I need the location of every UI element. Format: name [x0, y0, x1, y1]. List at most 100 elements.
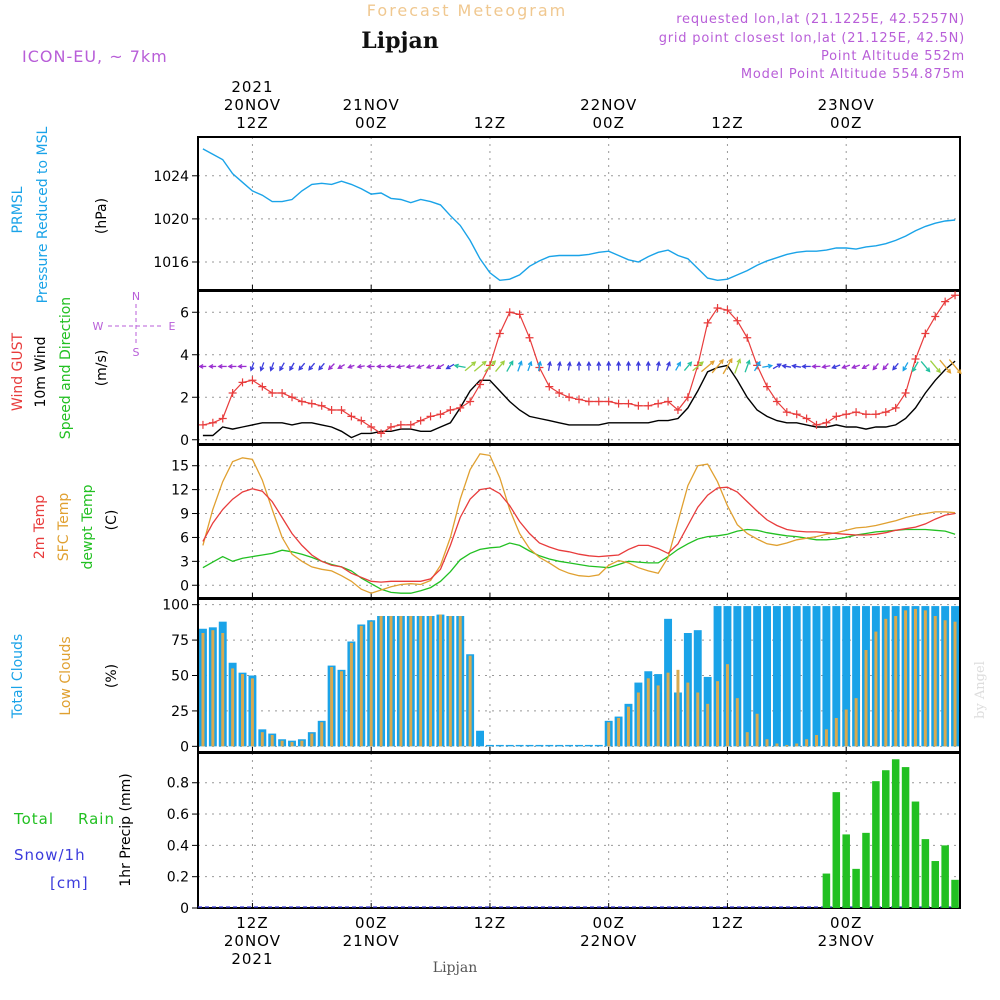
total-cloud-bar	[584, 744, 593, 747]
gust-marker	[268, 389, 277, 397]
wind-arrow-head	[327, 365, 333, 371]
wind-arrow-head	[872, 365, 878, 371]
wind-arrow-shaft	[920, 361, 931, 372]
total-cloud-bar	[842, 606, 851, 747]
rain-bar	[891, 759, 900, 908]
y-tick-label: 4	[180, 348, 189, 364]
low-cloud-bar	[340, 671, 343, 747]
compass-west: W	[93, 320, 104, 333]
gust-marker	[505, 308, 514, 317]
wind-arrow-head	[318, 365, 324, 371]
wind-speed-line	[202, 360, 956, 439]
wind-arrow-shaft	[464, 361, 476, 372]
time-label-top: 00Z	[593, 114, 625, 132]
total-cloud-bar	[733, 606, 742, 747]
low-cloud-bar	[815, 735, 818, 747]
y-tick-label: 0.6	[167, 807, 189, 823]
wind-arrow-head	[882, 365, 888, 371]
rain-bar	[951, 879, 959, 908]
low-cloud-bar	[805, 739, 809, 747]
wind-arrow-head	[415, 364, 422, 369]
gust-marker	[713, 304, 722, 312]
precip-panel: 0 0.2 0.4 0.6 0.8	[167, 752, 961, 917]
low-cloud-bar	[785, 744, 789, 747]
low-cloud-bar	[607, 722, 611, 747]
wind-arrow-head	[356, 364, 362, 369]
time-label-bottom: 00Z	[593, 914, 625, 932]
rain-label: Rain	[78, 810, 115, 828]
gust-marker	[416, 416, 425, 425]
wind-arrow-head	[925, 367, 931, 373]
wind-arrow-shaft	[912, 361, 919, 372]
low-cloud-bar	[933, 616, 937, 747]
sfc-temp-line	[202, 453, 956, 594]
time-label-top: 12Z	[711, 114, 743, 132]
time-label-bottom: 12Z	[711, 914, 743, 932]
gust-marker	[861, 410, 870, 419]
wind-arrow-head	[337, 364, 343, 369]
wind-arrow-head	[586, 360, 592, 367]
time-label-bottom: 12Z	[474, 914, 506, 932]
wind-arrow-head	[698, 361, 704, 367]
requested-coords: requested lon,lat (21.1225E, 42.5257N)	[676, 12, 965, 27]
wind-arrow-shaft	[298, 362, 306, 371]
panel-frame	[197, 752, 961, 909]
low-cloud-bar	[923, 610, 927, 747]
wind-arrow-head	[755, 360, 761, 366]
wind-arrow-head	[385, 363, 392, 369]
footer-location: Lipjan	[433, 960, 477, 976]
y-tick-label: 1024	[153, 169, 189, 185]
wind-arrow-head	[635, 360, 641, 366]
wind-arrow-head	[376, 363, 382, 369]
total-label: Total	[13, 810, 54, 828]
wind-arrow-shaft	[506, 361, 514, 372]
gust-marker	[406, 420, 415, 429]
total-cloud-label: Total Clouds	[10, 634, 26, 719]
low-cloud-bar	[666, 672, 670, 747]
low-cloud-bar	[231, 668, 235, 747]
wind10m-label: 10m Wind	[33, 336, 49, 407]
wind-arrow-head	[517, 360, 523, 366]
gust-marker	[733, 316, 742, 325]
wind-arrow-shaft	[939, 359, 951, 374]
wind-arrow-head	[537, 360, 543, 366]
cloud-side-labels: Total Clouds Low Clouds (%)	[10, 634, 120, 719]
time-label-top: 12Z	[474, 114, 506, 132]
dewpt-label: dewpt Temp	[80, 484, 96, 569]
wind-arrow-head	[508, 360, 514, 366]
low-cloud-bar	[913, 608, 917, 747]
y-tick-label: 9	[180, 507, 189, 523]
wind-arrow-shaft	[744, 360, 750, 373]
wind-arrow-shaft	[948, 359, 962, 374]
low-cloud-bar	[458, 616, 462, 747]
low-cloud-bar	[894, 616, 898, 747]
pressure-line	[202, 148, 956, 282]
wind-arrow-shaft	[279, 362, 285, 371]
gust-marker	[614, 399, 623, 408]
wind-arrow-shaft	[567, 362, 571, 371]
gust-marker	[396, 420, 405, 429]
gust-marker	[476, 380, 485, 389]
total-cloud-bar	[693, 630, 702, 747]
wind-arrow-head	[811, 363, 817, 369]
time-label-top: 12Z	[236, 114, 268, 132]
low-cloud-bar	[854, 698, 858, 747]
gust-marker	[386, 423, 395, 431]
gust-marker	[812, 420, 821, 429]
wind-unit: (m/s)	[94, 350, 110, 387]
wind-arrow-head	[198, 363, 204, 369]
total-cloud-bar	[832, 606, 841, 747]
low-cloud-bar	[448, 616, 452, 747]
low-cloud-bar	[765, 739, 769, 747]
gust-marker	[852, 408, 861, 417]
time-label-top: 21NOV	[343, 96, 400, 114]
compass-east: E	[169, 320, 176, 333]
low-cloud-bar	[349, 642, 353, 747]
gust-marker	[664, 397, 673, 406]
low-cloud-bar	[221, 633, 225, 747]
wind-arrow-head	[308, 365, 314, 371]
y-tick-label: 0.8	[167, 776, 189, 792]
wind-arrow-shaft	[692, 361, 704, 372]
gust-marker	[871, 410, 880, 419]
y-tick-label: 12	[171, 483, 189, 499]
